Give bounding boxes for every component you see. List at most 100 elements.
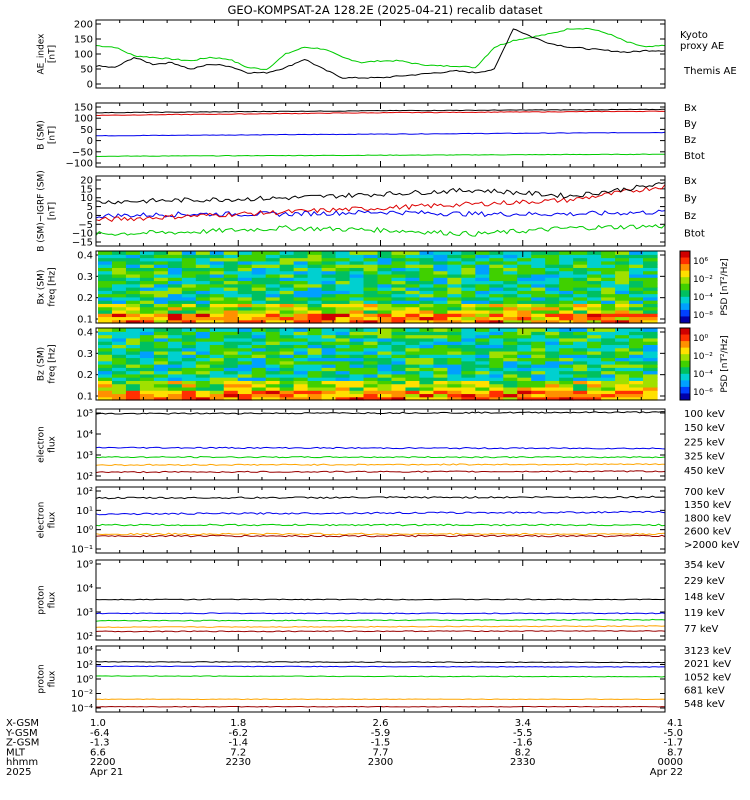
spectrogram-cell — [111, 293, 127, 298]
spectrogram-cell — [349, 264, 365, 268]
spectrogram-cell — [587, 303, 602, 308]
spectrogram-cell — [181, 344, 197, 349]
spectrogram-cell — [615, 254, 630, 259]
spectrogram-cell — [447, 331, 462, 336]
spectrogram-cell — [643, 316, 658, 321]
spectrogram-cell — [265, 357, 281, 362]
spectrogram-cell — [587, 313, 602, 318]
spectrogram-cell — [223, 257, 239, 262]
spectrogram-cell — [125, 257, 141, 262]
spectrogram-cell — [167, 264, 183, 268]
spectrogram-cell — [139, 264, 155, 268]
spectrogram-cell — [363, 290, 379, 295]
spectrogram-cell — [377, 357, 393, 362]
spectrogram-cell — [643, 287, 658, 291]
spectrogram-cell — [489, 303, 504, 308]
spectrogram-cell — [573, 337, 588, 342]
spectrogram-cell — [587, 316, 602, 321]
spectrogram-cell — [447, 357, 462, 362]
xaxis-cell: 2330 — [510, 757, 535, 768]
spectrogram-cell — [559, 373, 574, 378]
spectrogram-cell — [195, 283, 211, 288]
spectrogram-cell — [335, 251, 351, 255]
spectrogram-cell — [629, 270, 644, 275]
series-line — [95, 153, 665, 158]
spectrogram-cell — [111, 341, 127, 345]
spectrogram-cell — [489, 377, 504, 381]
spectrogram-cell — [251, 290, 267, 295]
spectrogram-cell — [531, 280, 546, 285]
spectrogram-cell — [447, 344, 462, 349]
spectrogram-cell — [475, 373, 490, 378]
spectrogram-cell — [545, 257, 560, 262]
spectrogram-cell — [167, 303, 183, 308]
spectrogram-cell — [153, 360, 169, 365]
spectrogram-cell — [503, 360, 518, 365]
spectrogram-cell — [573, 303, 588, 308]
spectrogram-cell — [307, 364, 323, 368]
ytick-label: 100 — [74, 114, 93, 125]
spectrogram-cell — [447, 370, 462, 375]
spectrogram-cell — [377, 283, 393, 288]
spectrogram-cell — [195, 370, 211, 375]
spectrogram-cell — [587, 287, 602, 291]
spectrogram-cell — [363, 296, 379, 301]
spectrogram-cell — [251, 367, 267, 372]
spectrogram-cell — [461, 264, 476, 268]
spectrogram-cell — [503, 287, 518, 291]
series-line — [95, 532, 666, 536]
spectrogram-cell — [475, 377, 490, 381]
spectrogram-cell — [559, 334, 574, 339]
spectrogram-cell — [615, 287, 630, 291]
spectrogram-cell — [251, 390, 267, 395]
spectrogram-cell — [265, 300, 281, 304]
spectrogram-cell — [181, 364, 197, 368]
colorbar-segment — [680, 393, 690, 401]
spectrogram-cell — [405, 290, 421, 295]
spectrogram-cell — [545, 373, 560, 378]
xaxis-row-label: X-GSM — [6, 718, 39, 729]
spectrogram-cell — [153, 296, 169, 301]
xaxis-cell: -5.5 — [513, 728, 533, 739]
spectrogram-cell — [251, 334, 267, 339]
spectrogram-cell — [98, 283, 113, 288]
spectrogram-cell — [433, 377, 448, 381]
spectrogram-cell — [223, 337, 239, 342]
spectrogram-cell — [601, 347, 616, 352]
spectrogram-cell — [307, 290, 323, 295]
spectrogram-cell — [643, 380, 658, 385]
spectrogram-cell — [279, 309, 295, 314]
spectrogram-cell — [461, 267, 476, 272]
spectrogram-cell — [559, 316, 574, 321]
spectrogram-cell — [461, 313, 476, 318]
spectrogram-cell — [503, 344, 518, 349]
spectrogram-cell — [517, 328, 532, 332]
spectrogram-cell — [545, 260, 560, 265]
spectrogram-cell — [363, 386, 379, 391]
spectrogram-cell — [629, 316, 644, 321]
spectrogram-cell — [545, 341, 560, 345]
spectrogram-cell — [307, 283, 323, 288]
spectrogram-cell — [209, 328, 225, 332]
spectrogram-cell — [195, 287, 211, 291]
spectrogram-cell — [153, 354, 169, 359]
spectrogram-cell — [503, 270, 518, 275]
spectrogram-cell — [615, 331, 630, 336]
spectrogram-cell — [531, 283, 546, 288]
spectrogram-cell — [629, 280, 644, 285]
xaxis-cell: -1.5 — [371, 738, 391, 749]
spectrogram-cell — [433, 260, 448, 265]
ytick-label: 100 — [74, 50, 93, 61]
spectrogram-cell — [545, 303, 560, 308]
spectrogram-cell — [307, 264, 323, 268]
spectrogram-cell — [279, 370, 295, 375]
xaxis-cell: 8.7 — [667, 747, 683, 758]
spectrogram-cell — [139, 267, 155, 272]
spectrogram-cell — [181, 309, 197, 314]
spectrogram-cell — [251, 309, 267, 314]
spectrogram-cell — [461, 309, 476, 314]
spectrogram-cell — [377, 396, 393, 401]
spectrogram-cell — [153, 313, 169, 318]
spectrogram-cell — [111, 386, 127, 391]
spectrogram-cell — [601, 283, 616, 288]
